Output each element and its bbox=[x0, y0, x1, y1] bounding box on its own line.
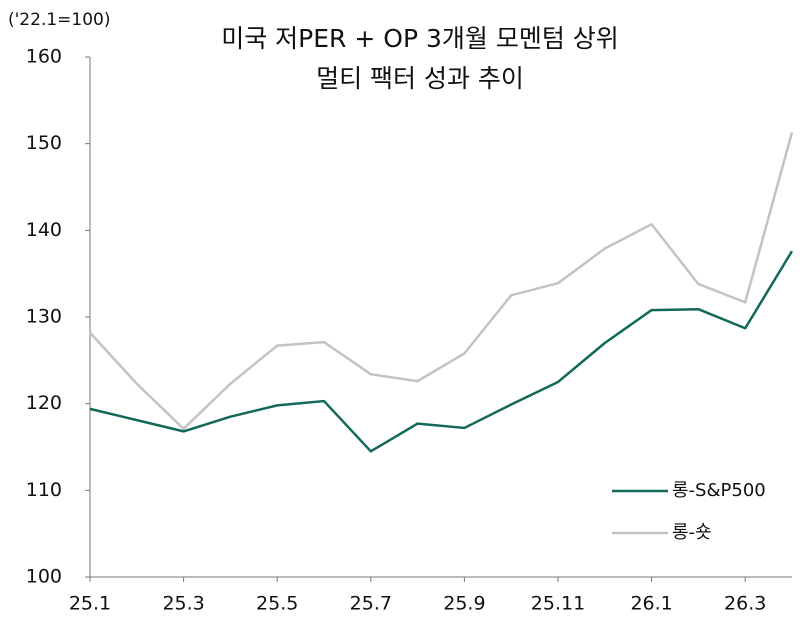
x-tick-label: 25.7 bbox=[350, 593, 392, 615]
y-tick-label: 110 bbox=[26, 479, 62, 501]
y-tick-label: 130 bbox=[26, 306, 62, 328]
series-line bbox=[89, 132, 794, 431]
y-tick-label: 140 bbox=[26, 219, 62, 241]
legend-label: 롱-숏 bbox=[672, 522, 712, 543]
series-line bbox=[89, 250, 794, 453]
y-axis-label: ('22.1=100) bbox=[8, 10, 110, 30]
y-tick-label: 150 bbox=[26, 132, 62, 154]
y-tick-label: 160 bbox=[26, 46, 62, 68]
y-tick-label: 120 bbox=[26, 392, 62, 414]
y-tick-label: 100 bbox=[26, 566, 62, 588]
x-tick-label: 25.5 bbox=[256, 593, 298, 615]
chart-title: 미국 저PER + OP 3개월 모멘텀 상위 bbox=[221, 24, 619, 53]
legend-label: 롱-S&P500 bbox=[672, 480, 766, 501]
x-tick-label: 25.3 bbox=[162, 593, 204, 615]
x-tick-label: 26.3 bbox=[724, 593, 766, 615]
chart-title: 멀티 팩터 성과 추이 bbox=[316, 64, 524, 93]
x-tick-label: 25.9 bbox=[443, 593, 485, 615]
x-tick-label: 25.11 bbox=[531, 593, 585, 615]
x-tick-label: 26.1 bbox=[630, 593, 672, 615]
x-tick-label: 25.1 bbox=[69, 593, 111, 615]
